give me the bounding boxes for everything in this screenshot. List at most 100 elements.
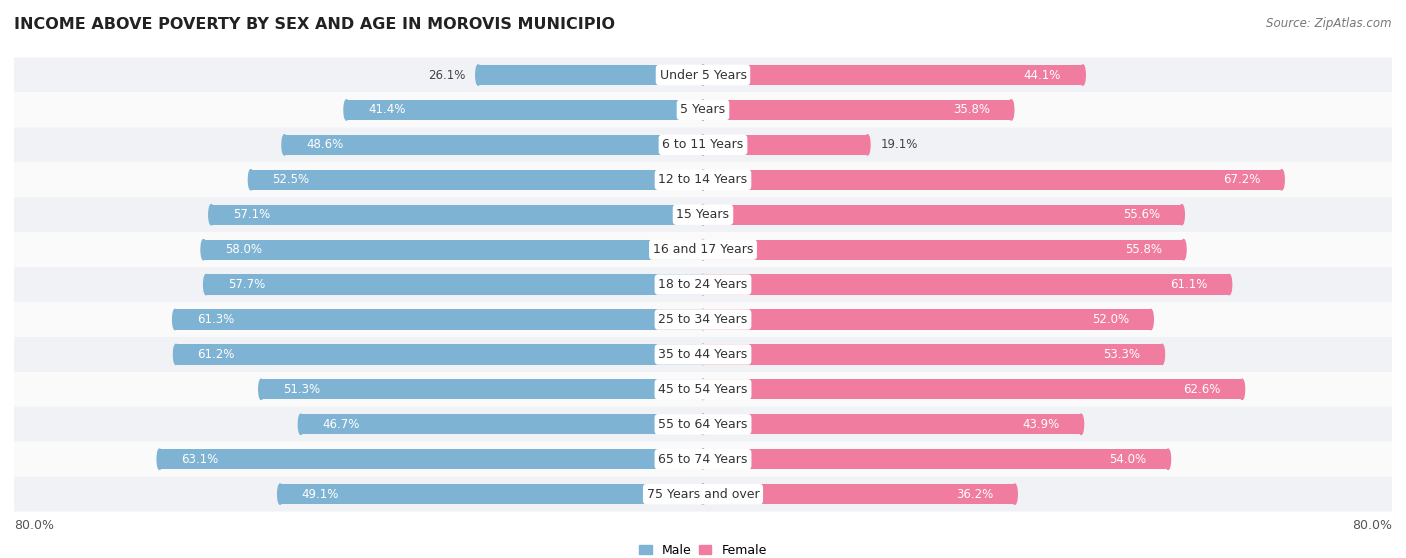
Bar	[703, 170, 1282, 190]
Circle shape	[283, 134, 287, 155]
Circle shape	[1226, 275, 1232, 295]
Circle shape	[700, 344, 706, 364]
Circle shape	[700, 65, 706, 85]
Circle shape	[157, 449, 162, 469]
Bar	[204, 239, 703, 260]
Circle shape	[700, 100, 706, 120]
Circle shape	[700, 134, 706, 155]
Circle shape	[700, 309, 706, 330]
Text: 75 Years and over: 75 Years and over	[647, 488, 759, 501]
Circle shape	[1166, 449, 1171, 469]
Bar	[478, 65, 703, 85]
Circle shape	[1080, 65, 1085, 85]
Bar	[703, 239, 1184, 260]
Circle shape	[1279, 170, 1284, 190]
Circle shape	[1012, 484, 1018, 504]
Bar	[284, 134, 703, 155]
Text: 44.1%: 44.1%	[1024, 69, 1062, 81]
Bar	[250, 170, 703, 190]
Legend: Male, Female: Male, Female	[634, 539, 772, 558]
Text: 36.2%: 36.2%	[956, 488, 993, 501]
Circle shape	[1149, 309, 1153, 330]
Text: 52.5%: 52.5%	[273, 174, 309, 186]
Bar	[703, 484, 1015, 504]
Text: INCOME ABOVE POVERTY BY SEX AND AGE IN MOROVIS MUNICIPIO: INCOME ABOVE POVERTY BY SEX AND AGE IN M…	[14, 17, 614, 32]
Bar	[211, 205, 703, 225]
Text: 48.6%: 48.6%	[307, 138, 343, 151]
Text: 43.9%: 43.9%	[1022, 418, 1060, 431]
Circle shape	[700, 205, 706, 225]
Circle shape	[700, 449, 706, 469]
Text: 41.4%: 41.4%	[368, 103, 405, 117]
FancyBboxPatch shape	[14, 302, 1392, 337]
Text: 15 Years: 15 Years	[676, 208, 730, 221]
Text: 46.7%: 46.7%	[322, 418, 360, 431]
Bar	[703, 275, 1229, 295]
Bar	[301, 414, 703, 435]
Text: 18 to 24 Years: 18 to 24 Years	[658, 278, 748, 291]
Bar	[207, 275, 703, 295]
Text: Source: ZipAtlas.com: Source: ZipAtlas.com	[1267, 17, 1392, 30]
Text: 19.1%: 19.1%	[880, 138, 918, 151]
Circle shape	[208, 205, 214, 225]
Circle shape	[201, 239, 207, 260]
FancyBboxPatch shape	[14, 372, 1392, 407]
Text: 62.6%: 62.6%	[1184, 383, 1220, 396]
Text: 35.8%: 35.8%	[953, 103, 990, 117]
Circle shape	[1078, 414, 1084, 435]
Bar	[262, 379, 703, 400]
Bar	[346, 100, 703, 120]
FancyBboxPatch shape	[14, 198, 1392, 232]
Text: 16 and 17 Years: 16 and 17 Years	[652, 243, 754, 256]
Circle shape	[1180, 205, 1184, 225]
FancyBboxPatch shape	[14, 267, 1392, 302]
Circle shape	[865, 134, 870, 155]
Bar	[703, 134, 868, 155]
FancyBboxPatch shape	[14, 407, 1392, 442]
Circle shape	[700, 449, 706, 469]
FancyBboxPatch shape	[14, 232, 1392, 267]
FancyBboxPatch shape	[14, 337, 1392, 372]
Bar	[703, 309, 1152, 330]
Bar	[703, 449, 1168, 469]
Bar	[703, 344, 1161, 364]
Circle shape	[1240, 379, 1244, 400]
Circle shape	[700, 309, 706, 330]
Text: 5 Years: 5 Years	[681, 103, 725, 117]
Text: 35 to 44 Years: 35 to 44 Years	[658, 348, 748, 361]
Bar	[703, 205, 1182, 225]
Circle shape	[700, 414, 706, 435]
Circle shape	[277, 484, 283, 504]
Circle shape	[700, 134, 706, 155]
Text: 6 to 11 Years: 6 to 11 Years	[662, 138, 744, 151]
Circle shape	[700, 239, 706, 260]
Text: 67.2%: 67.2%	[1223, 174, 1260, 186]
Bar	[176, 309, 703, 330]
Circle shape	[344, 100, 349, 120]
Bar	[280, 484, 703, 504]
Text: 57.1%: 57.1%	[233, 208, 270, 221]
Bar	[703, 100, 1011, 120]
Text: 25 to 34 Years: 25 to 34 Years	[658, 313, 748, 326]
FancyBboxPatch shape	[14, 57, 1392, 93]
Circle shape	[173, 309, 177, 330]
Text: 55.8%: 55.8%	[1125, 243, 1161, 256]
Text: 45 to 54 Years: 45 to 54 Years	[658, 383, 748, 396]
Text: 61.1%: 61.1%	[1170, 278, 1208, 291]
Bar	[703, 414, 1081, 435]
Text: 52.0%: 52.0%	[1092, 313, 1129, 326]
Text: 63.1%: 63.1%	[181, 453, 218, 466]
Text: 55.6%: 55.6%	[1123, 208, 1160, 221]
Circle shape	[173, 344, 179, 364]
Circle shape	[700, 170, 706, 190]
FancyBboxPatch shape	[14, 477, 1392, 512]
Circle shape	[700, 275, 706, 295]
Text: 80.0%: 80.0%	[1353, 518, 1392, 532]
FancyBboxPatch shape	[14, 127, 1392, 162]
Circle shape	[700, 379, 706, 400]
Circle shape	[700, 170, 706, 190]
Text: 57.7%: 57.7%	[228, 278, 264, 291]
FancyBboxPatch shape	[14, 162, 1392, 198]
Circle shape	[298, 414, 304, 435]
Bar	[703, 379, 1241, 400]
